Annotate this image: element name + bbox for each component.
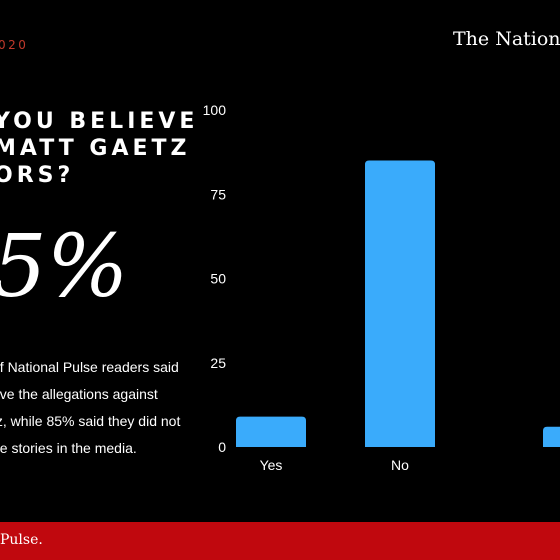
date-label: 020 <box>0 38 29 52</box>
question-line-1: YOU BELIEVE <box>0 109 199 134</box>
summary-line-4: he stories in the media. <box>0 440 137 456</box>
x-tick-label: No <box>391 457 409 473</box>
y-tick-label: 50 <box>210 271 226 287</box>
footer-bar: Pulse. <box>0 522 560 560</box>
question-line-3: ORS? <box>0 163 75 188</box>
bar-no <box>365 160 435 448</box>
summary-line-3: tz, while 85% said they did not <box>0 413 181 429</box>
bar-chart: 0 25 50 75 100 Yes No <box>203 102 560 473</box>
question-line-2: MATT GAETZ <box>0 136 191 161</box>
y-tick-label: 25 <box>210 355 226 371</box>
y-tick-label: 100 <box>203 102 227 118</box>
y-tick-label: 0 <box>218 439 226 455</box>
footer-text: Pulse. <box>0 532 43 548</box>
bar-series-3 <box>543 426 560 447</box>
y-tick-label: 75 <box>210 186 226 202</box>
summary-line-2: eve the allegations against <box>0 386 158 402</box>
bar-yes <box>236 416 306 447</box>
poll-question: YOU BELIEVE MATT GAETZ ORS? <box>0 108 198 189</box>
summary-line-1: of National Pulse readers said <box>0 359 179 375</box>
headline-stat: 5% <box>0 217 129 317</box>
poll-summary: of National Pulse readers said eve the a… <box>0 354 202 462</box>
brand-name: The National <box>453 28 560 50</box>
x-tick-label: Yes <box>260 457 283 473</box>
